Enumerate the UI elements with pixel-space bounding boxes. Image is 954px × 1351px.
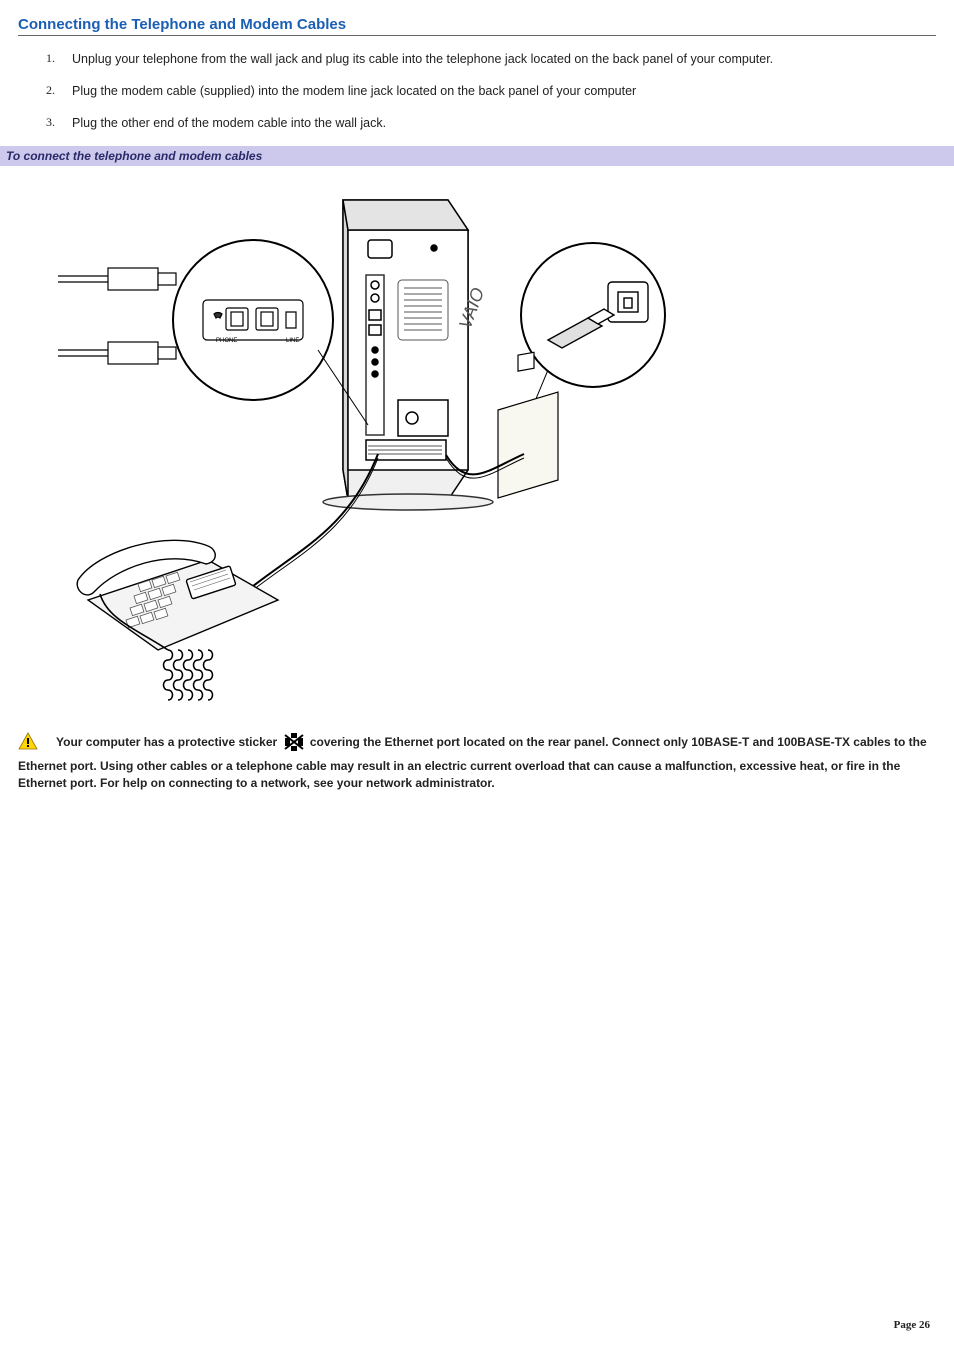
steps-list: Unplug your telephone from the wall jack… bbox=[18, 50, 936, 132]
connection-diagram: VAIO PHONE LINE bbox=[48, 170, 668, 720]
step-item: Plug the other end of the modem cable in… bbox=[72, 114, 936, 132]
svg-text:LINE: LINE bbox=[286, 338, 299, 344]
svg-text:PHONE: PHONE bbox=[216, 338, 237, 344]
page-footer: Page 26 bbox=[894, 1319, 930, 1331]
figure-caption: To connect the telephone and modem cable… bbox=[0, 146, 954, 166]
warning-icon bbox=[18, 732, 38, 755]
step-item: Plug the modem cable (supplied) into the… bbox=[72, 82, 936, 100]
ethernet-cross-icon bbox=[283, 732, 305, 757]
warning-text: Your computer has a protective sticker c… bbox=[18, 732, 936, 792]
warning-text-before: Your computer has a protective sticker bbox=[56, 735, 281, 749]
section-title: Connecting the Telephone and Modem Cable… bbox=[18, 16, 936, 36]
step-item: Unplug your telephone from the wall jack… bbox=[72, 50, 936, 68]
